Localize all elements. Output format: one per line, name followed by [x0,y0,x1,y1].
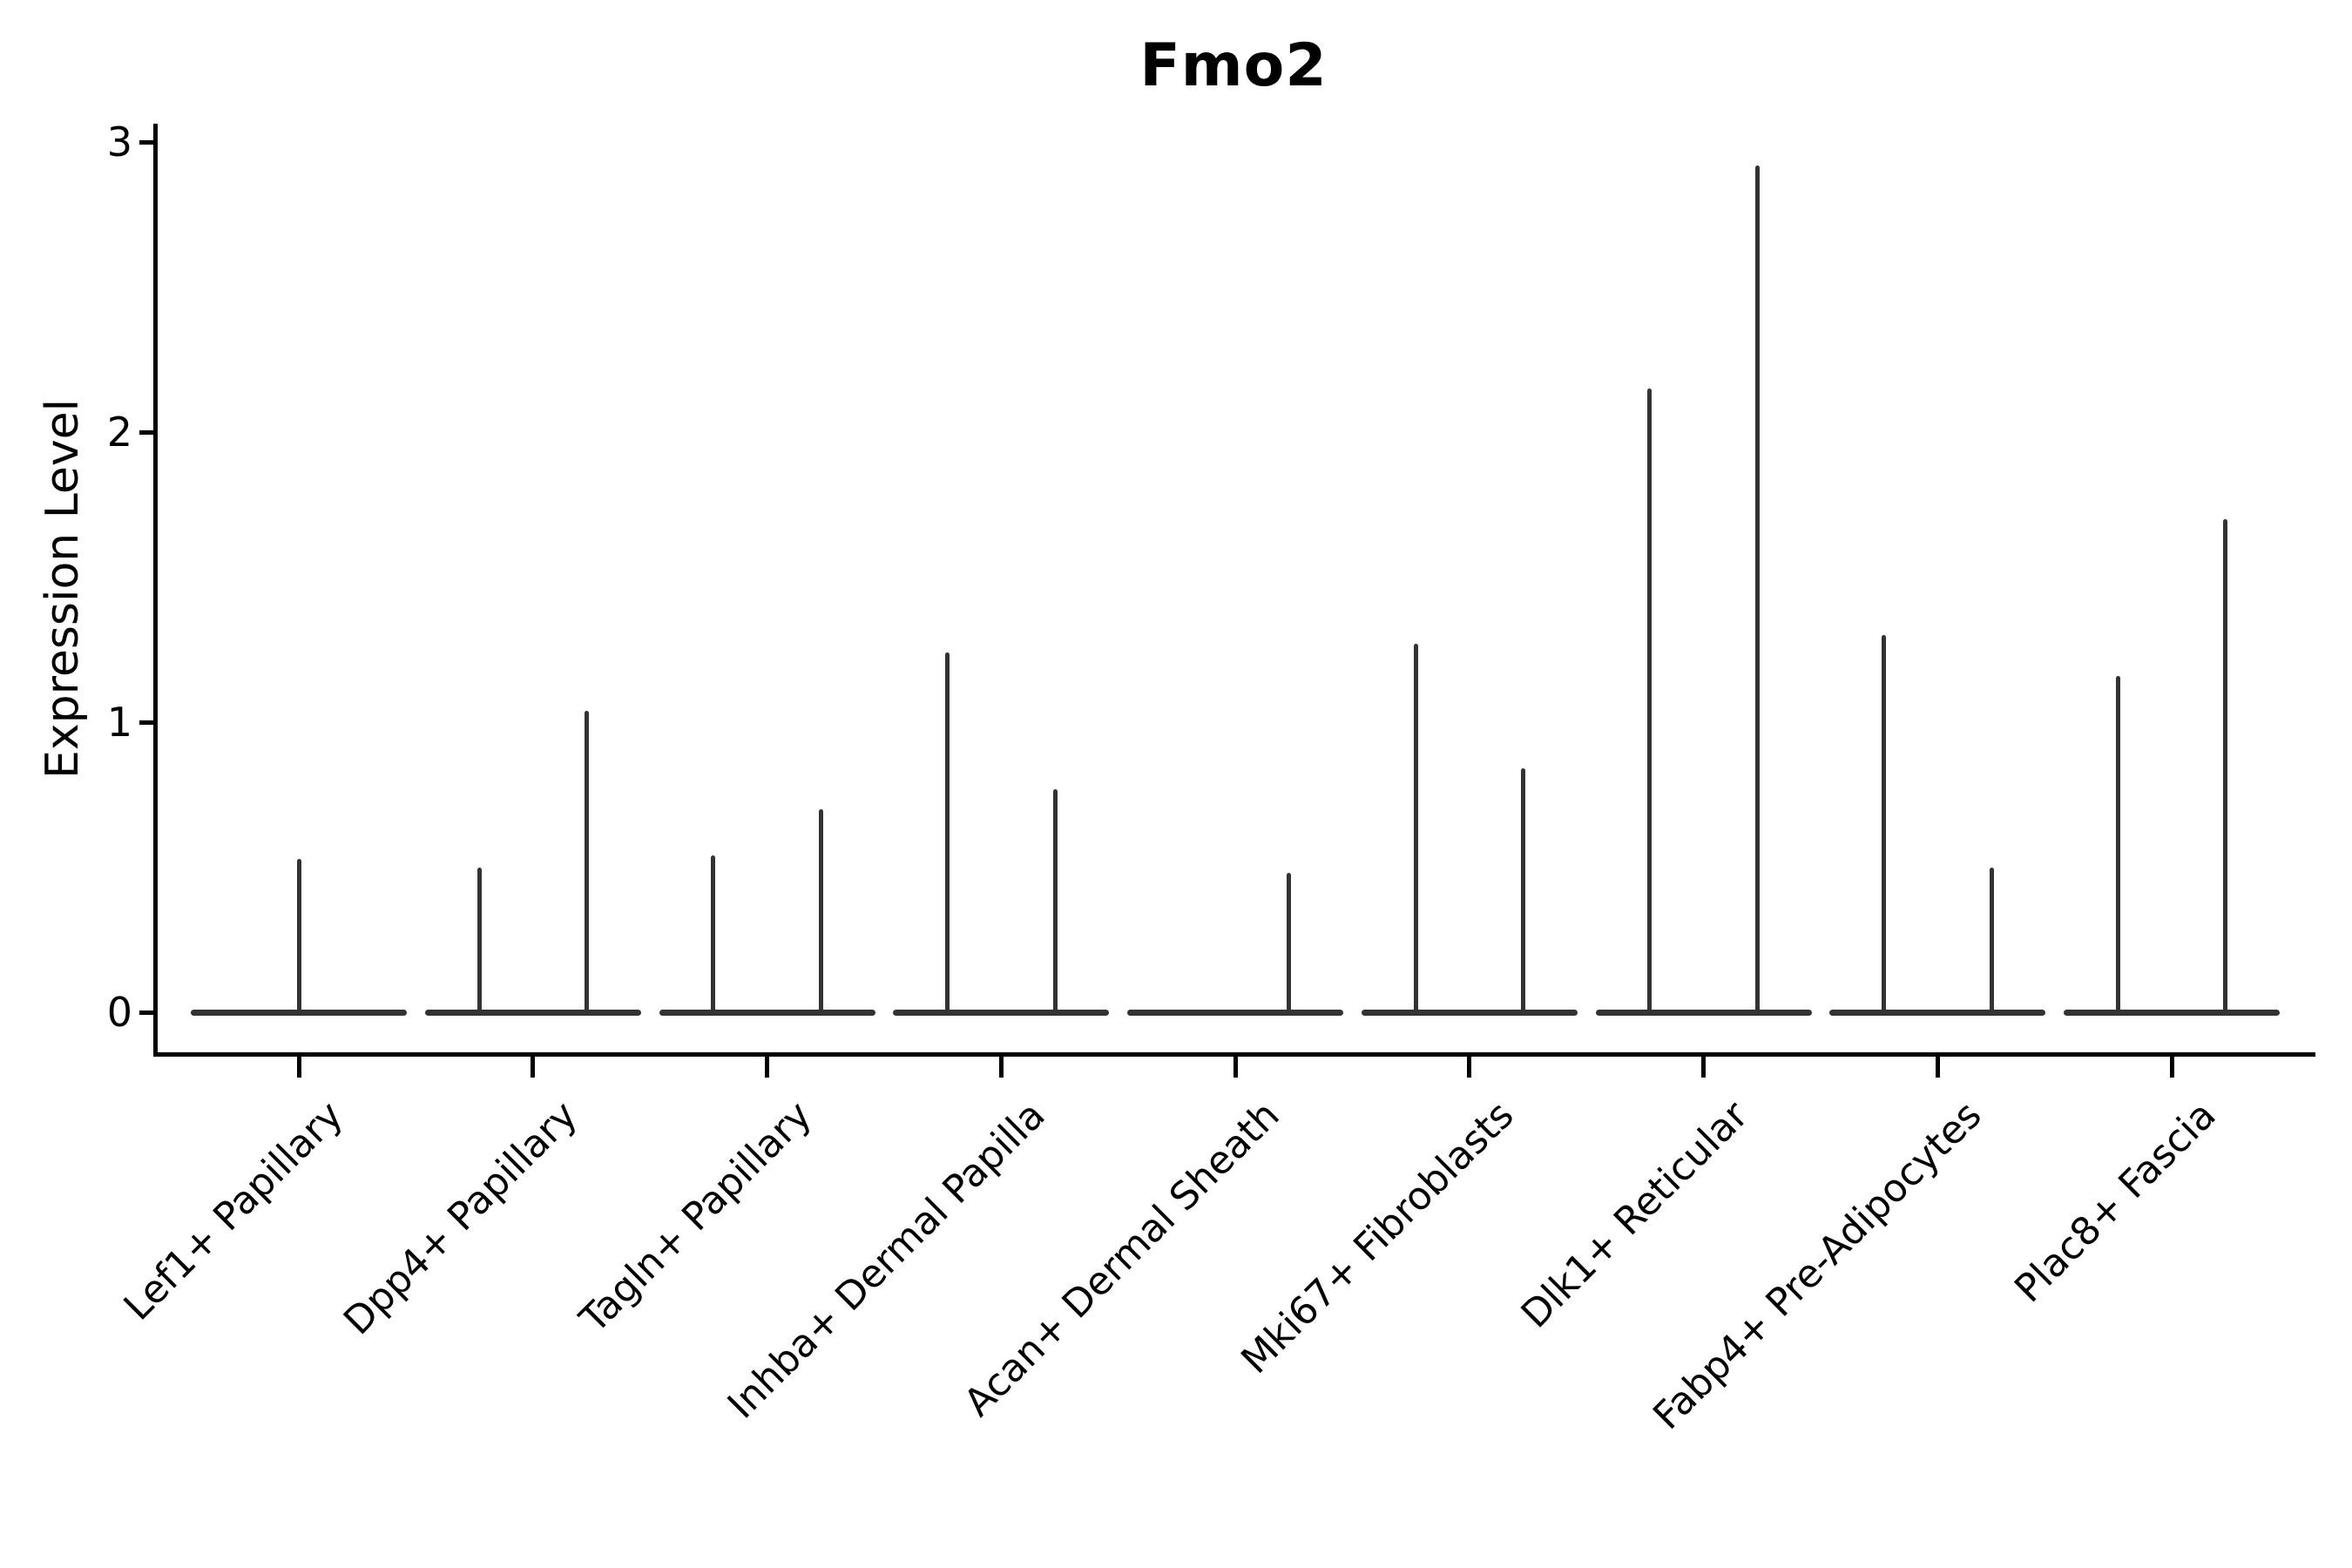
y-tick-label: 1 [106,699,132,746]
x-tick-mark [1467,1057,1472,1078]
x-tick-mark [1233,1057,1238,1078]
violin-zero-baseline [424,1009,641,1016]
y-tick-mark [139,139,153,145]
y-tick-label: 2 [106,409,132,456]
violin-max-spike [945,652,950,1015]
x-tick-label: Dlk1+ Reticular [1512,1092,1757,1337]
y-tick-mark [139,1010,153,1015]
violin-max-spike [1989,867,1994,1015]
x-tick-label: Plac8+ Fascia [2006,1092,2225,1312]
violin-zero-baseline [1829,1009,2046,1016]
y-tick-mark [139,429,153,435]
violin-max-spike [818,808,823,1015]
x-tick-label: Lef1+ Papillary [115,1092,352,1329]
x-tick-label: Fabp4+ Pre-Adipocytes [1645,1092,1990,1438]
x-tick-label: Mki67+ Fibroblasts [1233,1092,1523,1382]
x-tick-label: Dpp4+ Papillary [335,1092,586,1344]
y-axis-spine [153,124,158,1057]
violin-max-spike [296,858,301,1015]
violin-zero-baseline [1127,1009,1343,1016]
violin-max-spike [1052,788,1058,1015]
x-tick-mark [1701,1057,1706,1078]
violin-max-spike [1754,165,1760,1015]
x-tick-label: Tagln+ Papillary [571,1092,821,1342]
x-tick-mark [1935,1057,1940,1078]
x-tick-label: Acan+ Dermal Sheath [956,1092,1288,1426]
violin-max-spike [1521,768,1525,1015]
violin-max-spike [1882,635,1886,1015]
violin-max-spike [2115,675,2120,1015]
x-tick-mark [998,1057,1004,1078]
violin-zero-baseline [1361,1009,1578,1016]
x-tick-mark [765,1057,769,1078]
violin-max-spike [2223,518,2228,1015]
plot-title: Fmo2 [1139,31,1328,100]
x-tick-mark [296,1057,301,1078]
violin-max-spike [1413,644,1418,1015]
y-tick-label: 0 [106,989,132,1036]
x-tick-mark [531,1057,536,1078]
x-tick-mark [2169,1057,2174,1078]
violin-max-spike [1647,389,1652,1015]
violin-max-spike [711,855,716,1015]
violin-max-spike [585,710,589,1015]
violin-zero-baseline [2064,1009,2280,1016]
violin-max-spike [476,867,482,1015]
violin-zero-baseline [1595,1009,1812,1016]
violin-zero-baseline [893,1009,1110,1016]
violin-zero-baseline [659,1009,875,1016]
y-tick-label: 3 [106,118,132,166]
y-tick-mark [139,720,153,725]
x-axis-spine [153,1052,2315,1057]
x-tick-label: Inhba+ Dermal Papilla [720,1092,1054,1428]
violin-max-spike [1287,873,1292,1015]
